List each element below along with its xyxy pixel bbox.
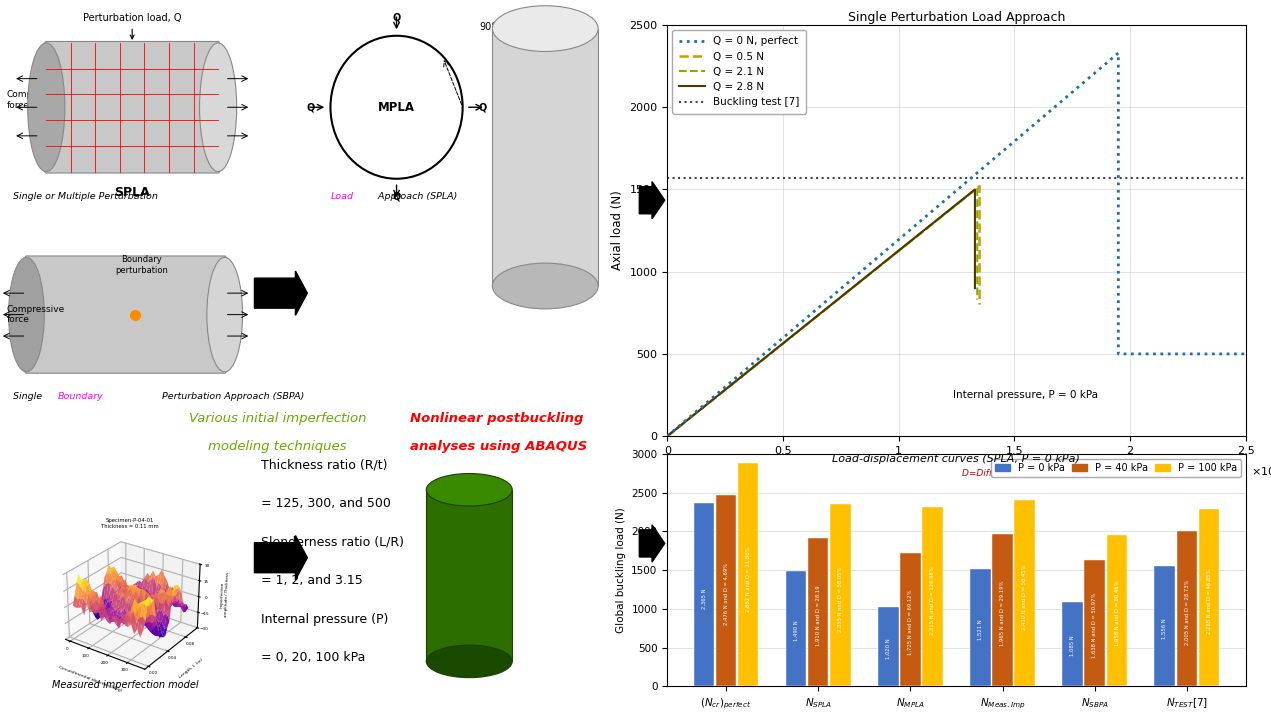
Bar (878, 608, 899, 686)
Text: 1,556 N: 1,556 N (1162, 618, 1167, 639)
Text: Compressive
force: Compressive force (6, 305, 65, 325)
Text: SPLA: SPLA (114, 186, 150, 199)
Text: Load-displacement curves (SPLA, P = 0 kPa): Load-displacement curves (SPLA, P = 0 kP… (831, 454, 1080, 464)
FancyBboxPatch shape (25, 256, 226, 373)
Ellipse shape (492, 6, 599, 51)
Text: Slenderness ratio (L/R): Slenderness ratio (L/R) (261, 536, 404, 548)
Bar (808, 538, 829, 686)
Text: 1,958 N and D = 80.46%: 1,958 N and D = 80.46% (1115, 581, 1120, 646)
Text: 1,521 N: 1,521 N (977, 619, 982, 640)
Bar (785, 571, 806, 686)
Bar (1084, 560, 1104, 686)
Bar (694, 503, 714, 686)
Text: 2,285 N and D = 46.85%: 2,285 N and D = 46.85% (1206, 568, 1211, 634)
Text: 1,085 N: 1,085 N (1070, 636, 1075, 656)
Text: Single: Single (13, 393, 46, 401)
X-axis label: Circumferential direction (deg): Circumferential direction (deg) (58, 665, 123, 692)
FancyArrow shape (254, 536, 308, 580)
Text: Measured imperfection model: Measured imperfection model (52, 680, 198, 690)
FancyArrow shape (254, 271, 308, 315)
Text: 2,476 N and D = 4.69%: 2,476 N and D = 4.69% (723, 563, 728, 626)
Text: 1,020 N: 1,020 N (886, 638, 891, 659)
Ellipse shape (9, 257, 44, 372)
Y-axis label: Axial load (N): Axial load (N) (611, 191, 624, 270)
Text: Q: Q (306, 102, 315, 112)
Text: Load: Load (330, 192, 353, 201)
Text: 1,490 N: 1,490 N (793, 621, 798, 641)
Y-axis label: Length, L (m): Length, L (m) (178, 659, 203, 679)
Text: Q: Q (478, 102, 487, 112)
Text: 2,882 N and D = 21.86%: 2,882 N and D = 21.86% (746, 546, 751, 612)
Text: $\times10^{-4}$: $\times10^{-4}$ (1252, 463, 1271, 480)
Text: 2,410 N and D = 58.45%: 2,410 N and D = 58.45% (1022, 564, 1027, 629)
Text: 90°: 90° (479, 22, 496, 32)
Text: Single or Multiple Perturbation: Single or Multiple Perturbation (13, 192, 161, 201)
Title: Single Perturbation Load Approach: Single Perturbation Load Approach (848, 11, 1065, 24)
Text: 2,315 N and D = 126.96%: 2,315 N and D = 126.96% (930, 566, 935, 635)
Ellipse shape (426, 473, 512, 506)
Text: Nonlinear postbuckling: Nonlinear postbuckling (409, 412, 583, 425)
Ellipse shape (492, 263, 599, 309)
Bar (993, 534, 1013, 686)
Text: Thickness ratio (R/t): Thickness ratio (R/t) (261, 458, 388, 471)
FancyBboxPatch shape (44, 41, 220, 173)
Text: Perturbation load, Q: Perturbation load, Q (83, 14, 182, 39)
Bar (970, 568, 990, 686)
Text: Boundary
perturbation: Boundary perturbation (114, 255, 168, 275)
Bar (900, 553, 920, 686)
Text: 2,365 N: 2,365 N (702, 588, 707, 608)
Text: 2,005 N and D = 28.73%: 2,005 N and D = 28.73% (1185, 579, 1190, 644)
Bar (1014, 500, 1035, 686)
Text: Perturbation Approach (SBPA): Perturbation Approach (SBPA) (159, 393, 304, 401)
Text: = 1, 2, and 3.15: = 1, 2, and 3.15 (261, 574, 362, 587)
Bar (830, 504, 850, 686)
Text: Boundary: Boundary (57, 393, 103, 401)
Bar (492, 29, 599, 286)
Circle shape (330, 36, 463, 179)
Bar (1063, 602, 1083, 686)
Text: 1,638 N and D = 50.97%: 1,638 N and D = 50.97% (1092, 593, 1097, 659)
Text: Internal pressure, P = 0 kPa: Internal pressure, P = 0 kPa (953, 390, 1098, 400)
Bar (923, 507, 943, 686)
Text: 1,910 N and D = 28.19: 1,910 N and D = 28.19 (816, 585, 821, 646)
Bar (1199, 509, 1219, 686)
Bar (1177, 531, 1197, 686)
Text: D=Difference w.r.t. P=0 kPa: D=Difference w.r.t. P=0 kPa (962, 469, 1088, 478)
Bar (426, 490, 512, 661)
Text: 1,725 N and D = 69.12%: 1,725 N and D = 69.12% (907, 589, 913, 655)
Text: = 125, 300, and 500: = 125, 300, and 500 (261, 497, 391, 510)
Text: Various initial imperfection: Various initial imperfection (189, 412, 366, 425)
Ellipse shape (28, 43, 65, 172)
Text: Compressive
force: Compressive force (6, 90, 65, 110)
Text: 1,965 N and D = 29.19%: 1,965 N and D = 29.19% (1000, 581, 1005, 646)
Text: Q: Q (393, 192, 400, 202)
Legend: P = 0 kPa, P = 40 kPa, P = 100 kPa: P = 0 kPa, P = 40 kPa, P = 100 kPa (991, 459, 1240, 477)
Text: Approach (SPLA): Approach (SPLA) (375, 192, 458, 201)
Bar (1154, 566, 1176, 686)
Text: analyses using ABAQUS: analyses using ABAQUS (409, 440, 587, 453)
Bar (737, 463, 759, 686)
Y-axis label: Global buckling load (N): Global buckling load (N) (615, 508, 625, 633)
Ellipse shape (426, 645, 512, 678)
Ellipse shape (207, 257, 243, 372)
Text: 2,355 N and D = 58.05%: 2,355 N and D = 58.05% (838, 566, 843, 631)
Ellipse shape (200, 43, 236, 172)
Bar (716, 495, 736, 686)
Text: Q: Q (393, 13, 400, 23)
Text: = 0, 20, 100 kPa: = 0, 20, 100 kPa (261, 651, 366, 664)
Title: Specimen-P-04-01
Thickness = 0.11 mm: Specimen-P-04-01 Thickness = 0.11 mm (102, 518, 159, 529)
Legend: Q = 0 N, perfect, Q = 0.5 N, Q = 2.1 N, Q = 2.8 N, Buckling test [7]: Q = 0 N, perfect, Q = 0.5 N, Q = 2.1 N, … (672, 30, 806, 114)
X-axis label: Axial displacement (m): Axial displacement (m) (888, 461, 1024, 475)
Text: modeling techniques: modeling techniques (208, 440, 347, 453)
Text: Internal pressure (P): Internal pressure (P) (261, 613, 389, 626)
Bar (1107, 535, 1127, 686)
Text: MPLA: MPLA (377, 101, 416, 114)
